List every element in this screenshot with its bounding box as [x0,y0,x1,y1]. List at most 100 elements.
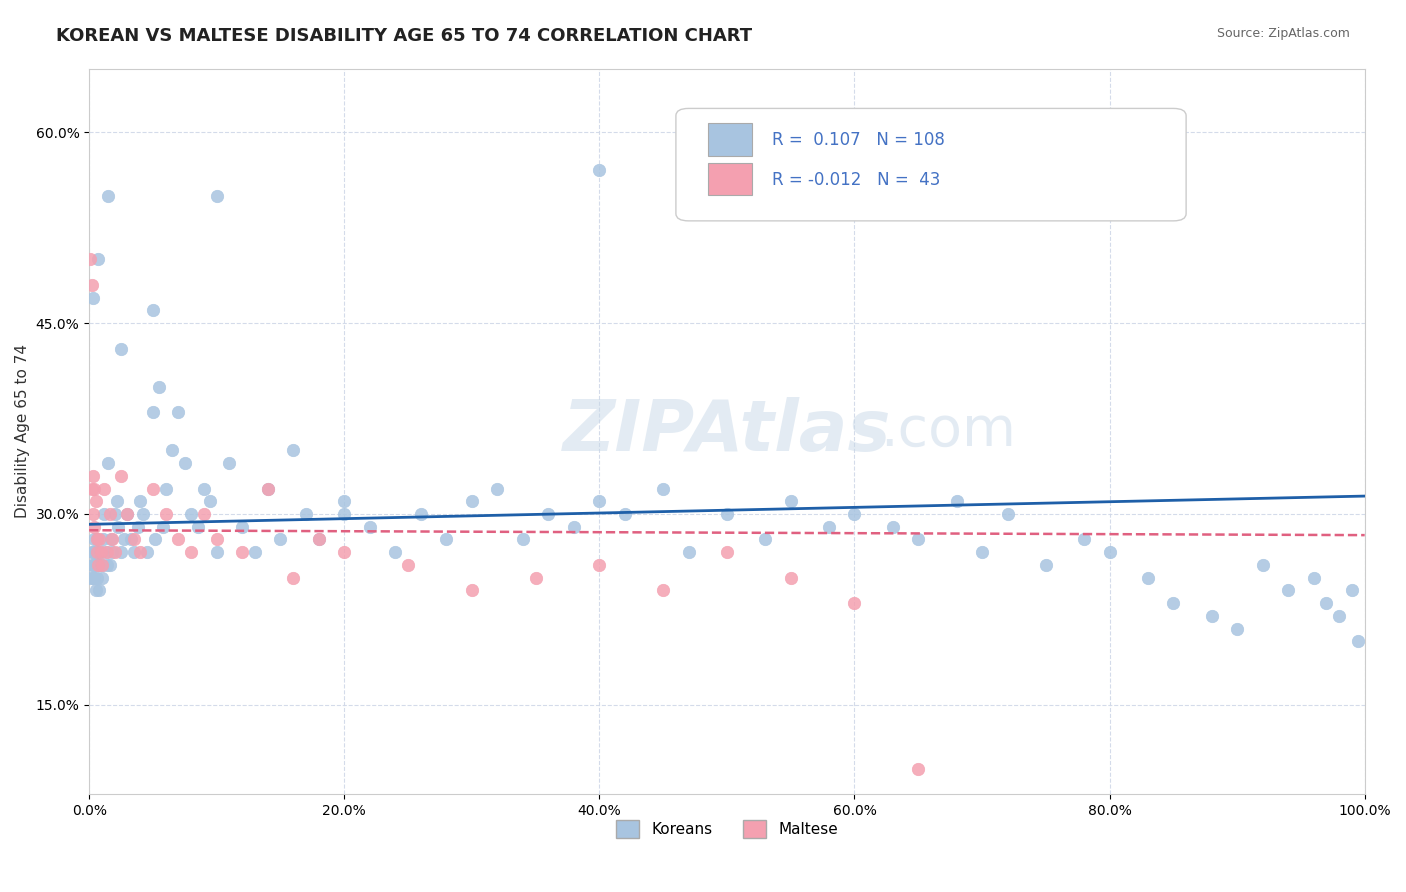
Point [1226,622,1249,636]
Point [167,533,190,547]
Point [678,545,700,559]
Point [122,545,145,559]
Point [80,482,103,496]
Point [333,545,356,559]
Point [107,519,129,533]
Point [524,571,547,585]
Point [84,494,107,508]
Point [907,533,929,547]
Point [187,519,209,533]
Point [117,507,139,521]
Text: .com: .com [880,404,1017,458]
Point [90,558,112,572]
Point [135,545,157,559]
Point [91,533,114,547]
Point [86,545,108,559]
Point [142,482,165,496]
Point [588,558,610,572]
Point [97,189,120,203]
Point [129,545,152,559]
Point [117,507,139,521]
Point [295,507,318,521]
Point [120,533,142,547]
Point [79,252,101,267]
Text: R = -0.012   N =  43: R = -0.012 N = 43 [772,170,941,188]
Point [461,494,484,508]
Point [87,558,110,572]
Point [333,494,356,508]
Point [970,545,993,559]
Point [155,507,177,521]
Point [562,519,585,533]
Point [200,494,222,508]
Point [93,482,115,496]
Point [180,507,202,521]
Point [142,405,165,419]
Point [100,533,122,547]
Point [142,303,165,318]
Point [1347,634,1369,648]
Point [82,507,104,521]
Point [652,482,675,496]
Point [87,252,110,267]
Point [160,443,183,458]
Point [83,533,105,547]
Point [308,533,330,547]
Point [82,571,104,585]
Point [205,189,228,203]
Point [110,545,132,559]
Point [205,545,228,559]
Point [84,558,107,572]
Point [218,456,240,470]
Point [193,482,215,496]
Point [1341,583,1364,598]
Point [96,558,118,572]
Point [231,545,253,559]
Point [409,507,432,521]
Point [1201,608,1223,623]
Point [82,291,104,305]
Point [1035,558,1057,572]
Point [844,507,866,521]
Point [97,456,120,470]
Point [613,507,636,521]
Point [82,468,104,483]
Point [89,558,111,572]
Point [90,558,112,572]
Point [96,545,118,559]
Point [754,533,776,547]
Point [1136,571,1159,585]
Point [167,405,190,419]
Point [333,507,356,521]
FancyBboxPatch shape [707,163,752,195]
Point [231,519,253,533]
Point [104,507,127,521]
Point [283,571,305,585]
Point [79,571,101,585]
Point [104,545,127,559]
Point [173,456,195,470]
Point [80,545,103,559]
Point [82,545,104,559]
Point [269,533,291,547]
Point [716,545,738,559]
FancyBboxPatch shape [707,123,752,155]
Point [86,558,108,572]
Point [283,443,305,458]
Legend: Koreans, Maltese: Koreans, Maltese [610,814,844,845]
Point [359,519,381,533]
Point [112,533,135,547]
Point [1098,545,1121,559]
Point [434,533,457,547]
Point [84,583,107,598]
Point [652,583,675,598]
Text: R =  0.107   N = 108: R = 0.107 N = 108 [772,130,945,149]
Point [907,762,929,776]
Point [384,545,406,559]
Point [1251,558,1274,572]
Point [80,277,103,292]
Point [110,342,132,356]
Point [101,533,124,547]
Point [537,507,560,521]
Point [86,533,108,547]
